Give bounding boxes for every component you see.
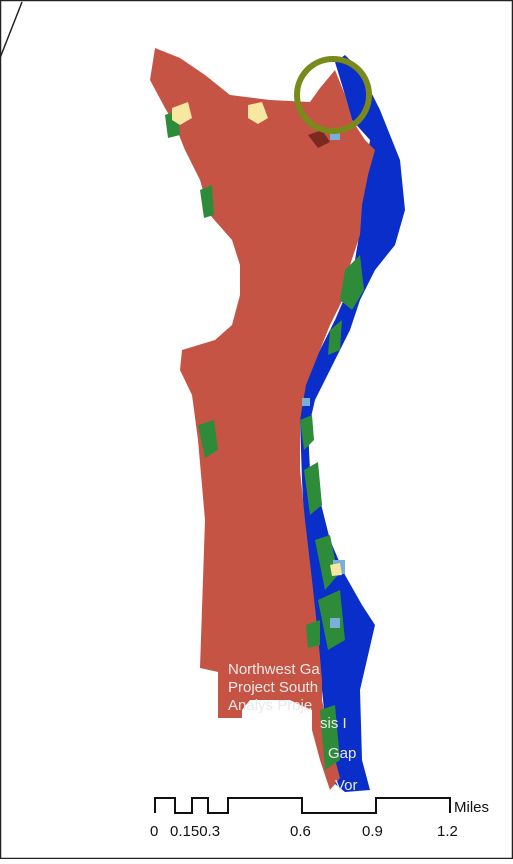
scale-tick-09: 0.9 [362, 823, 383, 840]
overlay-label-5: Gap [328, 745, 357, 762]
scale-tick-12: 1.2 [437, 823, 458, 840]
overlay-label-6: Vor [335, 777, 358, 794]
scale-tick-06: 0.6 [290, 823, 311, 840]
corner-line [0, 1, 23, 59]
overlay-label-2: Project South [228, 679, 319, 696]
scale-tick-015-03: 0.150.3 [170, 823, 221, 840]
highlight-circle [294, 56, 372, 134]
vegetation-patches [165, 110, 364, 770]
overlay-label-3: Analys Proje [228, 697, 313, 714]
pale-patches [172, 102, 342, 576]
dark-patch [308, 130, 330, 148]
land-area [150, 48, 375, 718]
overlay-label-1: Northwest Ga [228, 661, 320, 678]
scale-tick-0: 0 [150, 823, 159, 840]
overlay-label-4: sis I [320, 715, 347, 732]
scale-bar [154, 797, 451, 814]
scale-unit-label: Miles [454, 799, 490, 816]
